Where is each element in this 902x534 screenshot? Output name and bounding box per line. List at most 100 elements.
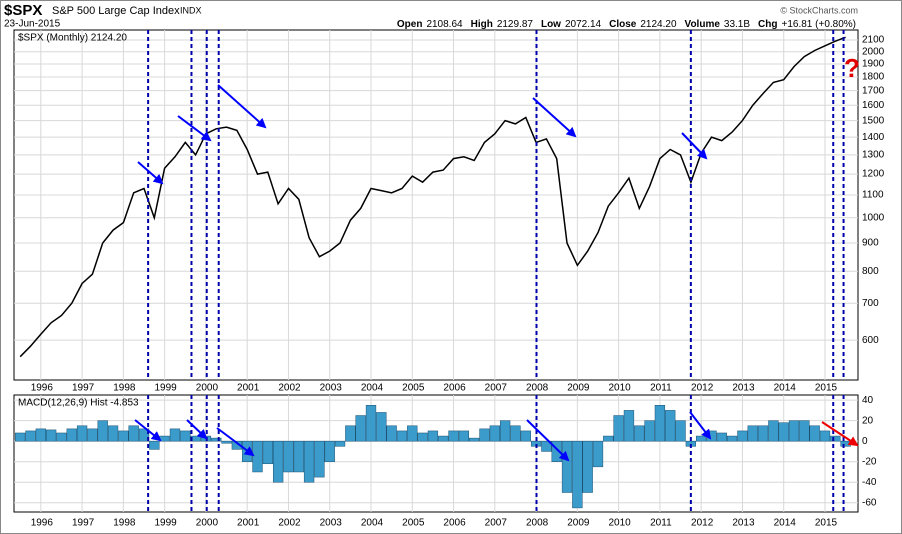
histogram-bar [231, 440, 243, 450]
y-tick-label: 1200 [862, 169, 885, 180]
x-tick-label: 2006 [443, 383, 466, 394]
quote-value: +16.81 (+0.80%) [782, 19, 857, 30]
y-tick-label: 0 [862, 436, 868, 447]
x-tick-label: 2000 [196, 383, 219, 394]
histogram-bar [427, 430, 439, 442]
x-tick-label: 1996 [31, 518, 54, 529]
y-tick-label: 1500 [862, 115, 885, 126]
quote-value: 33.1B [724, 19, 750, 30]
histogram-bar [809, 425, 820, 442]
quote-value: 2124.20 [640, 19, 677, 30]
x-tick-label: 1998 [113, 518, 136, 529]
histogram-bar [799, 420, 810, 442]
histogram-bar [479, 428, 490, 442]
histogram-bar [510, 425, 521, 442]
y-tick-label: 1400 [862, 132, 885, 143]
x-tick-label: 2002 [278, 383, 301, 394]
quote-label: Low [541, 19, 561, 30]
histogram-bar [76, 425, 88, 442]
histogram-bar [819, 430, 831, 442]
y-tick-label: 600 [862, 335, 879, 346]
histogram-bar [334, 440, 346, 447]
histogram-bar [56, 432, 67, 442]
x-tick-label: 1999 [155, 518, 178, 529]
x-tick-label: 2011 [650, 518, 672, 529]
y-tick-label: 1100 [862, 190, 884, 201]
histogram-bar [221, 440, 232, 444]
histogram-bar [169, 428, 181, 442]
histogram-bar [417, 432, 428, 442]
y-tick-label: 1900 [862, 59, 885, 70]
histogram-bar [118, 430, 129, 442]
date: 23-Jun-2015 [4, 19, 61, 30]
histogram-bar [830, 435, 841, 442]
histogram-bar [747, 425, 758, 442]
histogram-bar [396, 430, 408, 442]
x-tick-label: 2013 [732, 383, 755, 394]
y-tick-label: -60 [862, 497, 877, 508]
x-tick-label: 2013 [732, 518, 755, 529]
histogram-bar [355, 415, 366, 442]
arrows [134, 84, 859, 462]
y-tick-label: 2100 [862, 35, 885, 46]
histogram-bar [757, 425, 769, 442]
exchange: INDX [180, 5, 202, 15]
histogram-bar [324, 440, 335, 462]
y-tick-label: 1000 [862, 212, 885, 223]
histogram-bar [66, 428, 77, 442]
histogram-bar [716, 432, 727, 442]
histogram-bar [644, 420, 655, 442]
quote-label: Chg [758, 19, 777, 30]
histogram-bar [314, 440, 325, 478]
x-tick-label: 2001 [237, 518, 260, 529]
x-tick-label: 2010 [609, 383, 632, 394]
histogram-bar [180, 430, 191, 442]
histogram-bar [634, 425, 645, 442]
histogram-bar [97, 420, 108, 442]
x-tick-label: 2011 [650, 383, 672, 394]
histogram-bar [572, 440, 583, 509]
histogram-bar [283, 440, 294, 473]
x-tick-label: 2009 [567, 383, 590, 394]
x-tick-label: 2014 [774, 518, 797, 529]
plot-area [13, 394, 859, 513]
y-tick-label: 1600 [862, 100, 885, 111]
histogram-bar [778, 422, 789, 442]
histogram-bar [603, 435, 614, 442]
y-tick-label: 1300 [862, 150, 885, 161]
histogram-bar [541, 440, 552, 452]
x-tick-label: 1999 [155, 383, 178, 394]
quote-label: Volume [685, 19, 721, 30]
histogram-bar [293, 440, 304, 473]
histogram-bar [159, 435, 170, 442]
symbol: $SPX [4, 2, 42, 19]
legend: MACD(12,26,9) Hist -4.853 [18, 398, 139, 409]
quote: Open 2108.64 High 2129.87 Low 2072.14 Close 212… [397, 19, 856, 30]
price-line [19, 36, 846, 358]
histogram-bar [35, 428, 46, 442]
histogram-bar [365, 405, 377, 442]
histogram-bar [345, 425, 356, 442]
x-tick-label: 2000 [196, 518, 219, 529]
histogram-bar [211, 437, 222, 442]
legend: $SPX (Monthly) 2124.20 [18, 33, 127, 44]
x-tick-label: 2010 [609, 518, 632, 529]
y-tick-label: 20 [862, 415, 874, 426]
quote-value: 2108.64 [426, 19, 463, 30]
histogram-bar [15, 432, 26, 442]
y-tick-label: 1700 [862, 85, 885, 96]
x-tick-label: 2012 [691, 518, 714, 529]
source: © StockCharts.com [780, 5, 858, 15]
x-tick-label: 2003 [320, 518, 343, 529]
x-tick-label: 2005 [402, 383, 425, 394]
annotation: ? [844, 53, 860, 83]
x-tick-label: 1997 [72, 518, 95, 529]
histogram-bar [448, 430, 459, 442]
histogram-bar [737, 430, 748, 442]
histogram-bar [613, 415, 624, 442]
x-tick-label: 1996 [31, 383, 54, 394]
histogram-bar [768, 420, 779, 442]
x-tick-label: 2015 [815, 518, 838, 529]
x-tick-label: 1997 [72, 383, 95, 394]
